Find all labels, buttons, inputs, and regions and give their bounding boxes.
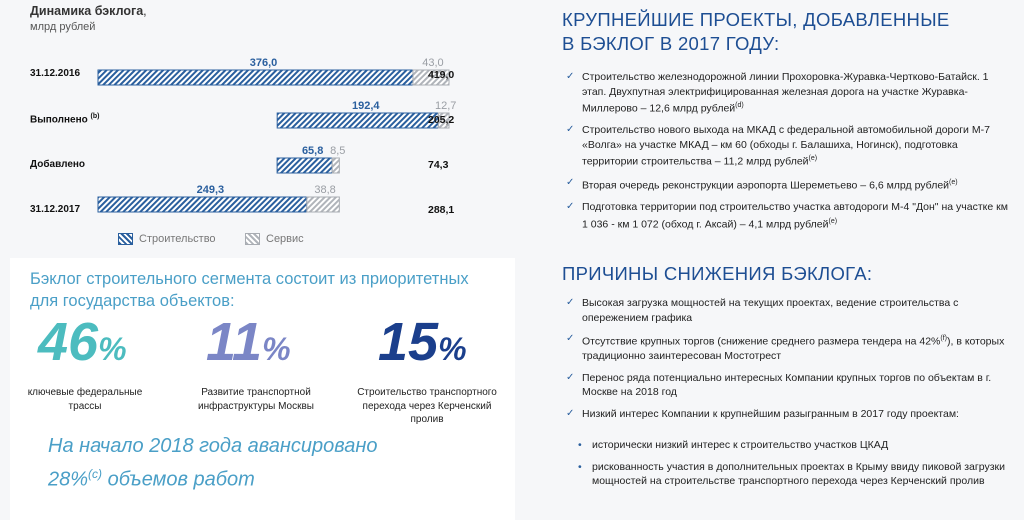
data-label-service: 12,7	[435, 100, 456, 112]
list-subitem: • рискованность участия в дополнительных …	[578, 460, 1005, 488]
list-subitem: • исторически низкий интерес к строительс…	[578, 439, 889, 451]
row-total: 205,2	[428, 114, 455, 126]
bar-service	[306, 196, 340, 213]
projects-title: КРУПНЕЙШИЕ ПРОЕКТЫ, ДОБАВЛЕННЫЕ В БЭКЛОГ …	[562, 9, 950, 54]
bar-construction	[276, 112, 439, 129]
list-item: ✓ Низкий интерес Компании к крупнейшим ра…	[566, 407, 959, 420]
reasons-title: ПРИЧИНЫ СНИЖЕНИЯ БЭКЛОГА:	[562, 263, 873, 284]
reasons-sublist: • исторически низкий интерес к строительс…	[578, 438, 1011, 496]
bullet-icon: •	[578, 439, 582, 451]
list-item: ✓ Строительство железнодорожной линии Про…	[566, 71, 989, 115]
legend-swatch-service	[245, 233, 260, 245]
row-label-added: Добавлено	[30, 159, 86, 170]
data-label-construction: 65,8	[302, 145, 323, 157]
data-label-service: 38,8	[314, 184, 335, 196]
legend-swatch-construction	[118, 233, 133, 245]
check-icon: ✓	[566, 297, 575, 308]
check-icon: ✓	[566, 371, 575, 383]
stat-caption: ключевые федеральные трассы	[27, 387, 143, 412]
stat-federal-highways: 46%	[38, 312, 127, 372]
data-label-service: 8,5	[330, 145, 345, 157]
backlog-waterfall-chart: 376,0 43,0 192,4 12,7 65,8 8,5 249,3 38,8	[97, 57, 456, 213]
list-item: ✓ Перенос ряда потенциально интересных Ко…	[566, 371, 992, 399]
bar-construction	[97, 196, 308, 213]
bar-construction	[97, 69, 414, 86]
row-total: 419,0	[428, 69, 455, 81]
check-icon: ✓	[566, 71, 575, 82]
stat-caption: Развитие транспортной инфраструктуры Мос…	[198, 387, 314, 412]
bar-construction	[276, 157, 333, 174]
list-item: ✓ Строительство нового выхода на МКАД с ф…	[566, 124, 990, 168]
bar-service	[412, 69, 450, 86]
list-item: ✓ Вторая очередь реконструкции аэропорта …	[566, 177, 958, 192]
legend-item-construction: Строительство	[118, 233, 216, 245]
row-total: 288,1	[428, 204, 455, 216]
row-label-end: 31.12.2017	[30, 204, 81, 215]
legend-item-service: Сервис	[245, 233, 304, 245]
check-icon: ✓	[566, 201, 575, 212]
row-label-done: Выполнено (b)	[30, 113, 100, 126]
data-label-construction: 249,3	[197, 184, 225, 196]
bullet-icon: •	[578, 460, 582, 473]
projects-list: ✓ Строительство железнодорожной линии Про…	[566, 70, 1011, 239]
stat-caption: Строительство транспортного перехода чер…	[357, 387, 497, 425]
chart-unit: млрд рублей	[30, 21, 96, 33]
chart-title: Динамика бэклога,	[30, 4, 147, 18]
data-label-service: 43,0	[422, 57, 443, 69]
priority-panel	[10, 258, 515, 520]
list-item: ✓ Отсутствие крупных торгов (снижение сре…	[566, 333, 1005, 362]
row-label-start: 31.12.2016	[30, 68, 81, 79]
list-item: ✓ Подготовка территории под строительство…	[566, 201, 1008, 230]
advance-note: На начало 2018 года авансировано 28%(c) …	[48, 435, 378, 491]
stat-moscow-infrastructure: 11%	[206, 312, 291, 372]
check-icon: ✓	[566, 124, 575, 135]
stat-kerch-crossing: 15%	[378, 312, 467, 372]
check-icon: ✓	[566, 333, 575, 344]
row-total: 74,3	[428, 159, 449, 171]
data-label-construction: 376,0	[250, 57, 278, 69]
bar-service	[331, 157, 340, 174]
data-label-construction: 192,4	[352, 100, 380, 112]
priority-intro: Бэклог строительного сегмента состоит из…	[30, 270, 469, 310]
check-icon: ✓	[566, 177, 575, 188]
list-item: ✓ Высокая загрузка мощностей на текущих п…	[566, 297, 959, 324]
bar-service	[437, 112, 450, 129]
check-icon: ✓	[566, 407, 575, 419]
reasons-list: ✓ Высокая загрузка мощностей на текущих п…	[566, 296, 1011, 428]
